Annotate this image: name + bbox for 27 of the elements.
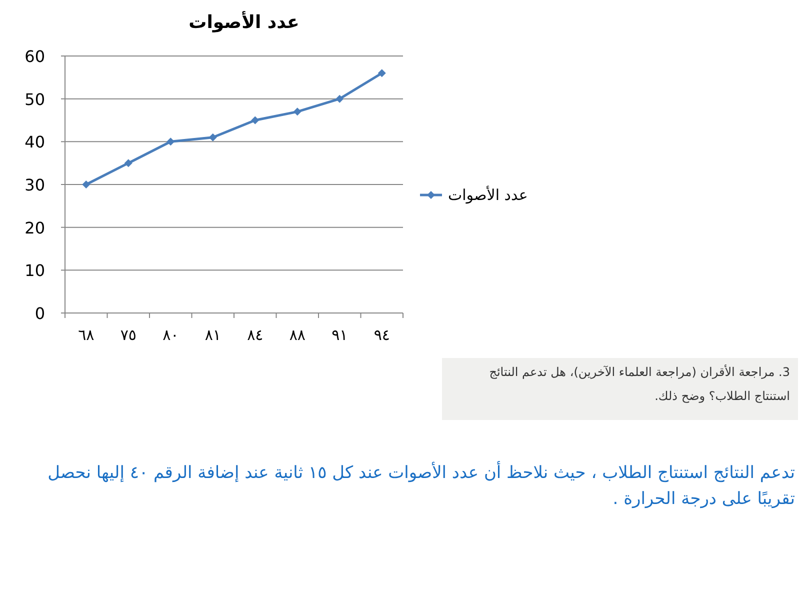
- point: [378, 69, 386, 78]
- y-tick-label: 20: [24, 218, 45, 238]
- chart-title: عدد الأصوات: [188, 11, 300, 33]
- y-tick-label: 50: [24, 90, 45, 109]
- x-tick-label: ٩٤: [374, 326, 390, 344]
- x-tick-label: ٦٨: [78, 326, 94, 344]
- point: [208, 133, 217, 142]
- legend-label: عدد الأصوات: [448, 185, 528, 204]
- x-tick-label: ٩١: [332, 326, 348, 344]
- point: [336, 94, 344, 103]
- y-tick-label: 30: [24, 176, 45, 194]
- y-tick-label: 10: [24, 261, 45, 280]
- text: تدعم النتائج استنتاج الطلاب ، حيث نلاحظ أن عدد الأصوات عند كل ١٥ ثانية عند إضافة الرقم ٤٠ إليها نحصل تقريبًا على درجة الحرارة .: [46, 460, 795, 511]
- x-tick-label: ٨٠: [162, 326, 179, 344]
- x-tick-label: ٨١: [204, 326, 221, 344]
- x-tick-label: ٧٥: [120, 326, 136, 344]
- point: [251, 116, 260, 124]
- point: [166, 138, 175, 146]
- text: 3. مراجعة الأقران (مراجعة العلماء الآخرين)، هل تدعم النتائج استنتاج الطلاب؟ وضح ذلك.: [442, 358, 798, 420]
- y-tick-label: 60: [24, 47, 45, 66]
- point: [293, 108, 302, 116]
- y-tick-label: 40: [24, 132, 45, 152]
- x-tick-label: ٨٤: [247, 326, 264, 344]
- point: [124, 159, 132, 168]
- x-tick-label: ٨٨: [289, 326, 306, 344]
- point: [82, 180, 90, 188]
- y-tick-label: 0: [34, 304, 45, 323]
